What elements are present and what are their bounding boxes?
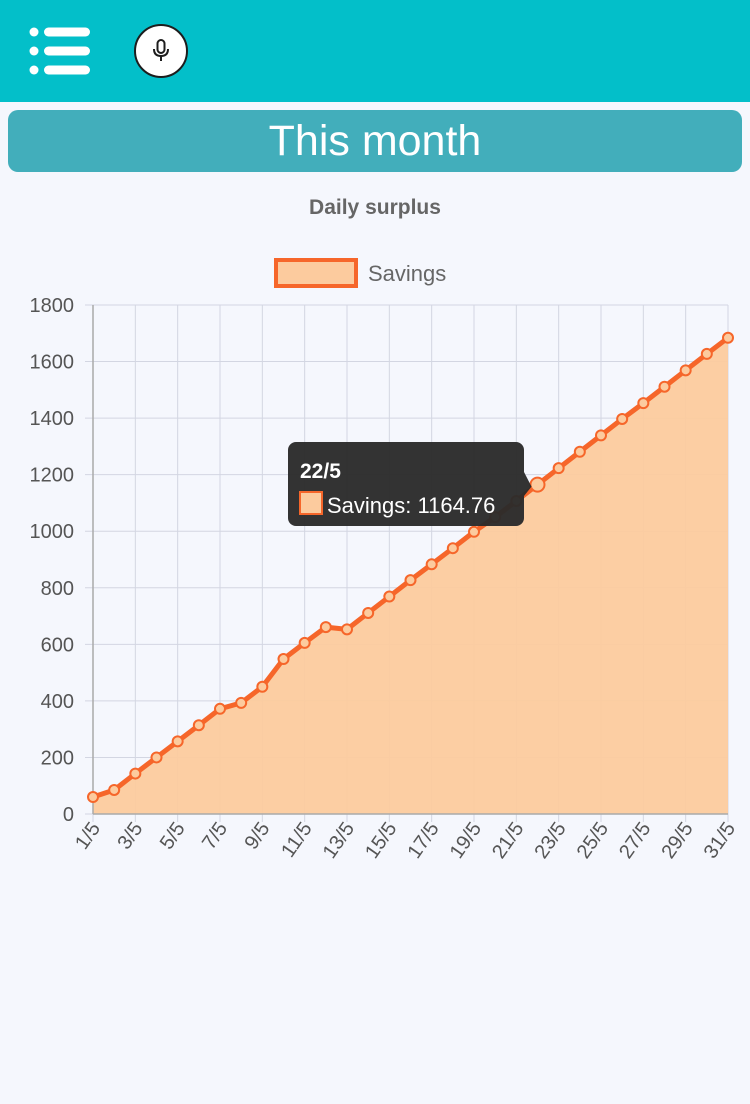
x-tick-label: 1/5 bbox=[71, 818, 105, 853]
microphone-icon bbox=[150, 38, 172, 64]
data-point bbox=[257, 682, 267, 692]
data-point bbox=[109, 785, 119, 795]
x-tick-label: 11/5 bbox=[277, 818, 317, 861]
data-point bbox=[469, 527, 479, 537]
x-tick-label: 9/5 bbox=[240, 818, 274, 853]
data-point bbox=[194, 720, 204, 730]
x-tick-label: 5/5 bbox=[156, 818, 190, 853]
x-tick-label: 3/5 bbox=[113, 818, 147, 853]
legend-swatch bbox=[276, 260, 356, 286]
data-point bbox=[363, 608, 373, 618]
top-bar bbox=[0, 0, 750, 102]
y-tick-label: 200 bbox=[41, 747, 74, 769]
tooltip-swatch bbox=[300, 492, 322, 514]
x-tick-label: 7/5 bbox=[198, 818, 232, 853]
data-point bbox=[554, 463, 564, 473]
month-title: This month bbox=[269, 117, 482, 166]
x-tick-label: 21/5 bbox=[488, 818, 528, 863]
data-point bbox=[702, 349, 712, 359]
data-point bbox=[660, 382, 670, 392]
data-point bbox=[575, 447, 585, 457]
chart-title: Daily surplus bbox=[309, 196, 441, 219]
tooltip-title: 22/5 bbox=[300, 460, 341, 483]
data-point bbox=[342, 624, 352, 634]
data-point bbox=[130, 769, 140, 779]
x-tick-label: 17/5 bbox=[403, 818, 443, 863]
y-tick-label: 1200 bbox=[30, 465, 75, 487]
data-point bbox=[638, 398, 648, 408]
x-tick-label: 27/5 bbox=[615, 818, 655, 863]
y-tick-label: 600 bbox=[41, 634, 74, 656]
data-point bbox=[279, 654, 289, 664]
x-tick-label: 29/5 bbox=[657, 818, 697, 863]
data-point bbox=[384, 592, 394, 602]
data-point bbox=[300, 638, 310, 648]
y-tick-label: 400 bbox=[41, 691, 74, 713]
microphone-button[interactable] bbox=[134, 24, 188, 78]
month-title-banner[interactable]: This month bbox=[8, 110, 742, 172]
data-point bbox=[596, 430, 606, 440]
menu-button[interactable] bbox=[28, 26, 92, 76]
data-point bbox=[173, 736, 183, 746]
data-point bbox=[215, 704, 225, 714]
data-point bbox=[406, 575, 416, 585]
data-point bbox=[681, 365, 691, 375]
data-point bbox=[448, 543, 458, 553]
data-point bbox=[427, 559, 437, 569]
data-point bbox=[723, 333, 733, 343]
tooltip-label: Savings: 1164.76 bbox=[327, 493, 495, 518]
data-point bbox=[617, 414, 627, 424]
y-tick-label: 1600 bbox=[30, 352, 75, 374]
y-tick-label: 800 bbox=[41, 578, 74, 600]
hamburger-menu-icon bbox=[28, 26, 92, 76]
y-tick-label: 1000 bbox=[30, 521, 75, 543]
x-tick-label: 25/5 bbox=[573, 818, 613, 863]
y-tick-label: 1800 bbox=[30, 295, 75, 317]
x-tick-label: 15/5 bbox=[361, 818, 401, 863]
x-tick-label: 13/5 bbox=[319, 818, 359, 863]
data-point bbox=[531, 478, 545, 492]
data-point bbox=[152, 752, 162, 762]
data-point bbox=[321, 622, 331, 632]
x-tick-label: 23/5 bbox=[530, 818, 570, 863]
y-tick-label: 1400 bbox=[30, 408, 75, 430]
legend-label: Savings bbox=[368, 261, 446, 286]
x-tick-label: 31/5 bbox=[700, 818, 740, 863]
daily-surplus-chart: Daily surplus Savings 0 200 400 600 800 1000 120… bbox=[0, 180, 750, 900]
x-tick-label: 19/5 bbox=[446, 818, 486, 863]
y-tick-label: 0 bbox=[63, 804, 74, 826]
data-point bbox=[88, 792, 98, 802]
data-point bbox=[236, 698, 246, 708]
